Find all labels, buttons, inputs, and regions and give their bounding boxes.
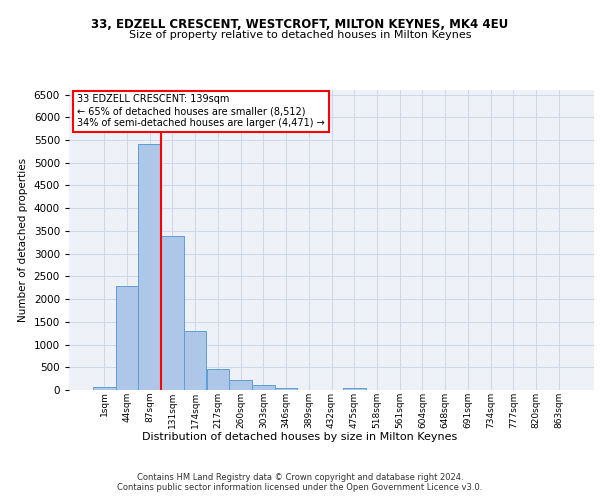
Text: Distribution of detached houses by size in Milton Keynes: Distribution of detached houses by size … [142, 432, 458, 442]
Text: Contains HM Land Registry data © Crown copyright and database right 2024.
Contai: Contains HM Land Registry data © Crown c… [118, 472, 482, 492]
Text: 33 EDZELL CRESCENT: 139sqm
← 65% of detached houses are smaller (8,512)
34% of s: 33 EDZELL CRESCENT: 139sqm ← 65% of deta… [77, 94, 325, 128]
Bar [343, 388, 365, 390]
Bar [229, 380, 252, 390]
Bar [139, 144, 161, 390]
Bar [116, 286, 139, 390]
Bar [275, 388, 298, 390]
Bar [206, 368, 229, 390]
Bar [93, 387, 116, 390]
Bar [184, 331, 206, 390]
Y-axis label: Number of detached properties: Number of detached properties [18, 158, 28, 322]
Text: 33, EDZELL CRESCENT, WESTCROFT, MILTON KEYNES, MK4 4EU: 33, EDZELL CRESCENT, WESTCROFT, MILTON K… [91, 18, 509, 30]
Bar [252, 386, 275, 390]
Text: Size of property relative to detached houses in Milton Keynes: Size of property relative to detached ho… [129, 30, 471, 40]
Bar [161, 236, 184, 390]
